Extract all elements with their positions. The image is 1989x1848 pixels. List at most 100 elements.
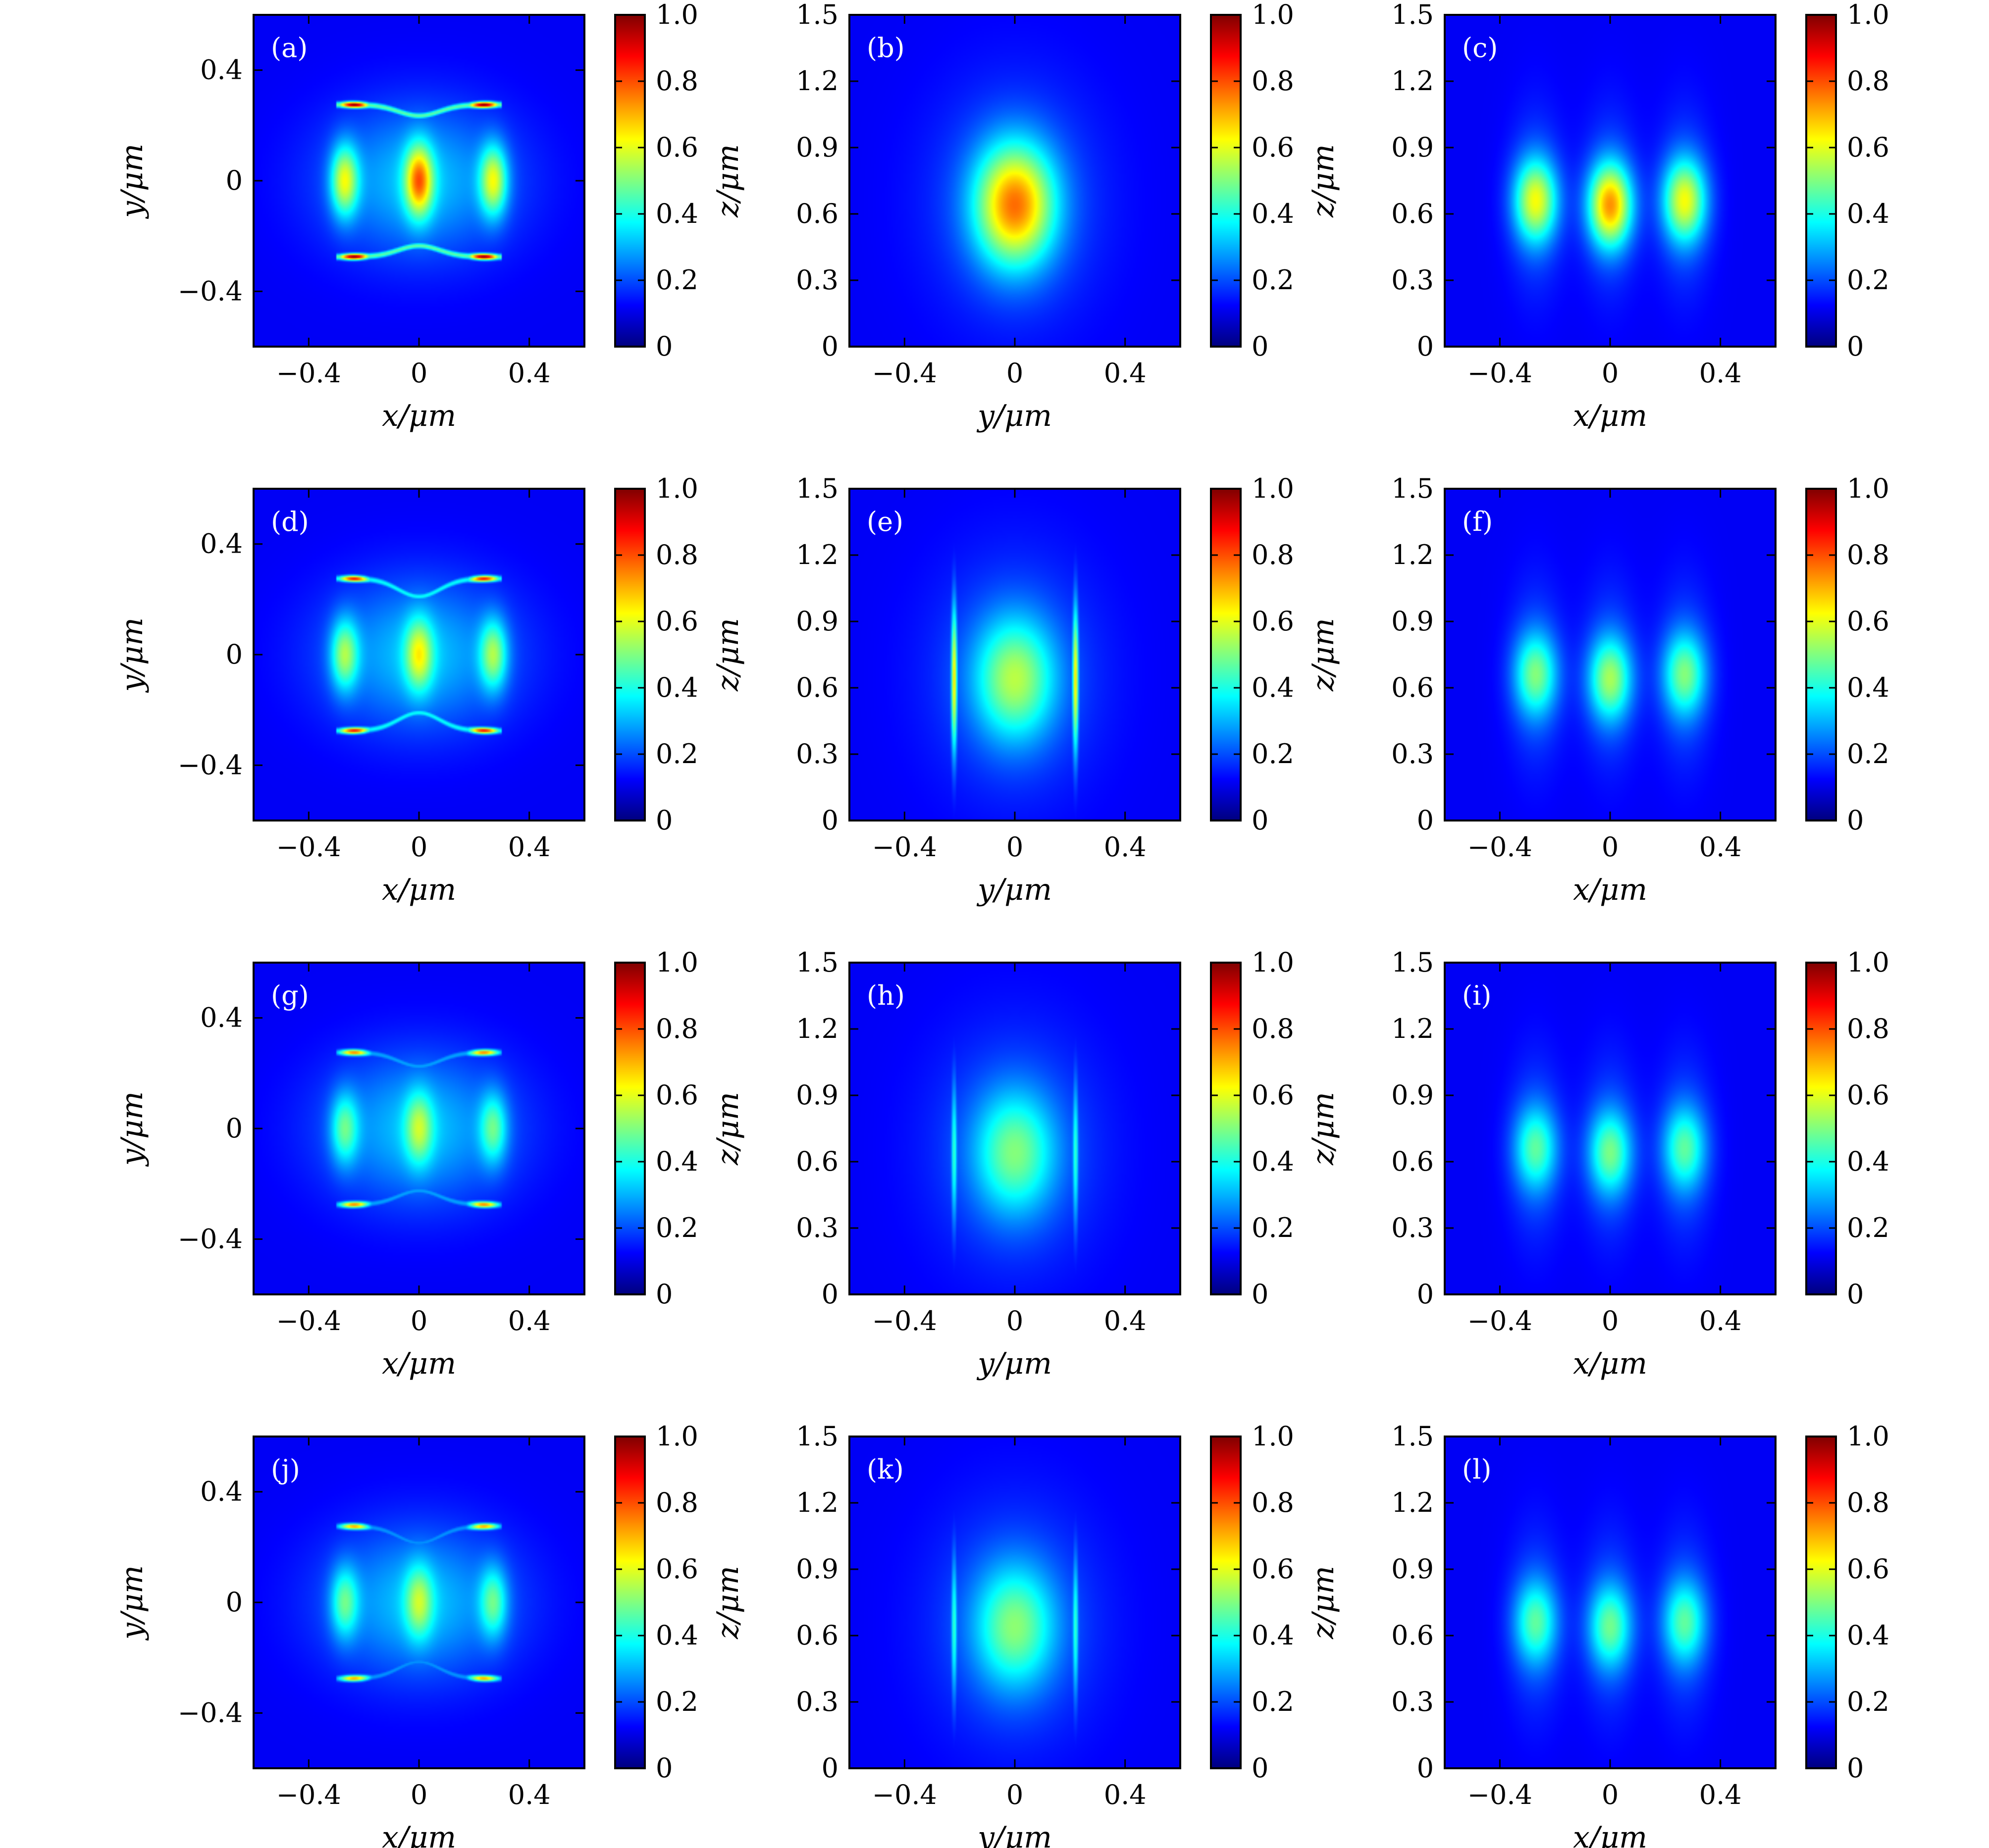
colorbar-tick-label: 0.6 — [656, 606, 698, 637]
x-tick-label: 0 — [411, 358, 427, 389]
colorbar-frame — [1805, 488, 1837, 821]
x-tick-label: 0.4 — [508, 831, 551, 863]
y-tick-label: 0.9 — [1391, 1553, 1434, 1585]
colorbar-tick-label: 0 — [1847, 1279, 1864, 1310]
colorbar-tick-label: 0.4 — [656, 672, 698, 703]
x-tick-label: 0 — [1602, 1305, 1619, 1336]
x-tick-label: −0.4 — [1467, 1305, 1532, 1336]
x-tick-label: 0 — [1006, 1779, 1023, 1810]
colorbar-tick-label: 0.4 — [1252, 1146, 1294, 1177]
colorbar-tick-label: 0.6 — [1847, 1553, 1889, 1585]
panel-label: (l) — [1462, 1454, 1491, 1485]
colorbar-tick-label: 0.6 — [656, 132, 698, 163]
x-axis-label: x/μm — [1573, 1820, 1647, 1848]
panel-label: (g) — [271, 980, 309, 1011]
colorbar-tick-label: 0.8 — [1252, 65, 1294, 97]
y-tick-label: 0.3 — [796, 738, 838, 770]
colorbar-tick-label: 1.0 — [1847, 0, 1889, 30]
colorbar — [1211, 1437, 1241, 1768]
colorbar-tick-label: 0 — [1847, 331, 1864, 362]
colorbar-frame — [1210, 962, 1242, 1295]
colorbar-tick-label: 0.6 — [1847, 1079, 1889, 1111]
colorbar — [1211, 15, 1241, 347]
x-tick-label: 0 — [1006, 1305, 1023, 1336]
y-tick-label: 0.9 — [1391, 1079, 1434, 1111]
x-tick-label: 0 — [1602, 831, 1619, 863]
panel-label: (j) — [271, 1454, 300, 1485]
colorbar-tick-label: 1.0 — [656, 0, 698, 30]
y-tick-label: 1.2 — [1391, 1013, 1434, 1044]
x-tick-label: 0.4 — [508, 358, 551, 389]
x-axis-label: x/μm — [1573, 1346, 1647, 1381]
panel-label: (k) — [867, 1454, 904, 1485]
colorbar — [1211, 489, 1241, 821]
y-tick-label: 0 — [822, 1279, 838, 1310]
colorbar-tick-label: 0.8 — [656, 1013, 698, 1044]
colorbar-tick-label: 1.0 — [1847, 473, 1889, 504]
y-tick-label: 1.5 — [1391, 947, 1434, 978]
y-tick-label: 0 — [822, 805, 838, 836]
y-tick-label: 0 — [822, 331, 838, 362]
y-axis-label: y/μm — [115, 144, 150, 219]
colorbar-tick-label: 0.2 — [1847, 738, 1889, 770]
x-axis-label: x/μm — [1573, 399, 1647, 433]
colorbar-tick-label: 1.0 — [1252, 0, 1294, 30]
y-tick-label: 0.4 — [200, 1002, 243, 1033]
x-tick-label: 0.4 — [1104, 831, 1147, 863]
y-tick-label: 0.6 — [1391, 1620, 1434, 1651]
x-tick-label: −0.4 — [1467, 831, 1532, 863]
x-axis-label: x/μm — [382, 1346, 456, 1381]
panel-i: −0.4 0 0.4 0 0.3 0.6 0.9 1.2 1.5 x/μm z/μm (i) 0 0.2 0… — [1306, 947, 1889, 1381]
panel-label: (h) — [867, 980, 905, 1011]
y-tick-label: 0.6 — [1391, 672, 1434, 703]
panel-j: −0.4 0 0.4 −0.4 0 0.4 x/μm y/μm (j) 0 0.2 0.4 0.6 0.8… — [115, 1421, 698, 1848]
y-tick-label: 0 — [226, 1113, 243, 1144]
y-tick-label: 0.4 — [200, 528, 243, 560]
colorbar — [615, 963, 645, 1294]
colorbar-tick-label: 0.8 — [656, 539, 698, 570]
colorbar-tick-label: 0.2 — [1847, 1212, 1889, 1243]
colorbar-frame — [1805, 1436, 1837, 1769]
y-tick-label: 0.3 — [796, 264, 838, 296]
y-tick-label: 0.6 — [796, 1620, 838, 1651]
x-tick-label: 0 — [411, 831, 427, 863]
panel-c: −0.4 0 0.4 0 0.3 0.6 0.9 1.2 1.5 x/μm z/μm (c) 0 0.2 0… — [1306, 0, 1889, 433]
y-tick-label: 0.6 — [1391, 1146, 1434, 1177]
colorbar — [1806, 15, 1836, 347]
heatmap-image — [849, 489, 1180, 821]
y-tick-label: 1.5 — [1391, 1421, 1434, 1452]
colorbar-tick-label: 0.4 — [656, 1620, 698, 1651]
y-tick-label: 1.5 — [796, 473, 838, 504]
colorbar-tick-label: 0.2 — [656, 1212, 698, 1243]
y-tick-label: 0.6 — [796, 1146, 838, 1177]
x-tick-label: −0.4 — [276, 1779, 341, 1810]
x-tick-label: 0.4 — [1104, 358, 1147, 389]
y-tick-label: 0.3 — [796, 1212, 838, 1243]
y-tick-label: 0.3 — [1391, 264, 1434, 296]
colorbar-tick-label: 0.4 — [656, 198, 698, 229]
y-tick-label: −0.4 — [178, 1697, 243, 1728]
y-axis-label: z/μm — [711, 618, 745, 692]
y-tick-label: 0.9 — [796, 606, 838, 637]
y-tick-label: 1.2 — [1391, 1487, 1434, 1518]
y-tick-label: 1.5 — [1391, 0, 1434, 30]
colorbar-frame — [1210, 14, 1242, 348]
y-axis-label: z/μm — [711, 1566, 745, 1640]
x-tick-label: −0.4 — [872, 1779, 937, 1810]
x-axis-label: x/μm — [382, 873, 456, 907]
colorbar-tick-label: 0.8 — [656, 65, 698, 97]
colorbar-tick-label: 0 — [656, 1279, 673, 1310]
y-tick-label: 0 — [226, 165, 243, 196]
colorbar-tick-label: 0.2 — [1847, 264, 1889, 296]
x-tick-label: −0.4 — [872, 831, 937, 863]
panel-a: −0.4 0 0.4 −0.4 0 0.4 x/μm y/μm (a) 0 0.2 0.4 0.6 0.8… — [115, 0, 698, 433]
panel-label: (f) — [1462, 506, 1493, 537]
heatmap-image — [254, 489, 584, 821]
colorbar-tick-label: 0 — [1252, 805, 1268, 836]
x-axis-label: y/μm — [976, 873, 1052, 907]
colorbar-tick-label: 0.2 — [1847, 1686, 1889, 1717]
y-tick-label: 0.3 — [1391, 1686, 1434, 1717]
x-tick-label: 0.4 — [1699, 1305, 1742, 1336]
colorbar-frame — [1805, 962, 1837, 1295]
